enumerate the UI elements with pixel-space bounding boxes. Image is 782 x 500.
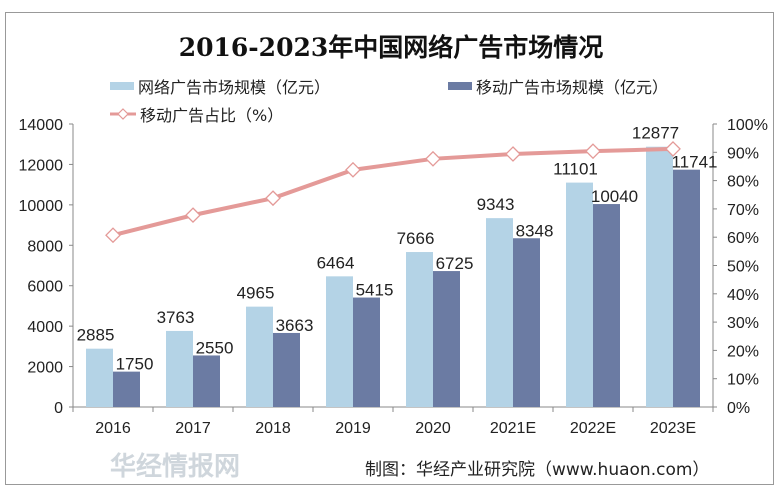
right-tick-label: 70%	[727, 202, 759, 219]
share-point-marker	[345, 161, 361, 178]
bar-online	[326, 276, 353, 407]
legend-label: 网络广告市场规模（亿元）	[138, 78, 331, 97]
left-tick-label: 0	[54, 400, 63, 417]
chart-footer: 制图：华经产业研究院（www.huaon.com）	[365, 460, 710, 480]
left-tick-label: 12000	[19, 157, 64, 174]
share-point-marker	[265, 190, 281, 207]
x-tick-label: 2018	[255, 420, 291, 437]
left-tick-label: 4000	[27, 319, 63, 336]
right-tick-label: 30%	[727, 315, 759, 332]
left-tick-label: 14000	[19, 117, 64, 134]
right-tick-label: 10%	[727, 372, 759, 389]
watermark: 华经情报网	[110, 452, 241, 482]
bar-data-label: 9343	[477, 195, 515, 214]
bar-online	[86, 348, 113, 407]
bar-online	[646, 146, 673, 408]
legend-line-marker-icon	[110, 108, 136, 120]
share-point-marker	[505, 146, 521, 162]
chart-frame	[5, 12, 774, 485]
bar-data-label: 7666	[397, 229, 435, 248]
bar-data-label: 12877	[632, 124, 679, 143]
legend-swatch	[448, 82, 472, 90]
x-tick-label: 2017	[175, 420, 211, 437]
left-tick-label: 8000	[27, 238, 63, 255]
legend-label: 移动广告占比（%）	[140, 106, 284, 125]
bar-data-label: 2550	[196, 338, 234, 357]
share-line	[112, 146, 674, 238]
right-tick-label: 20%	[727, 343, 759, 360]
bar-online	[566, 182, 593, 407]
legend-item-share: 移动广告占比（%）	[110, 102, 283, 126]
left-tick-label: 2000	[27, 360, 63, 377]
bar-online	[246, 306, 273, 407]
bar-data-label: 4965	[237, 284, 275, 303]
right-tick-label: 80%	[727, 174, 759, 191]
bar-data-label: 6464	[317, 253, 355, 272]
legend-item-mobile: 移动广告市场规模（亿元）	[448, 74, 668, 98]
bar-mobile	[433, 271, 460, 407]
bar-data-label: 6725	[436, 254, 474, 273]
right-tick-label: 90%	[727, 145, 759, 162]
bar-mobile	[193, 355, 220, 407]
x-tick-label: 2016	[95, 420, 131, 437]
x-tick-label: 2020	[415, 420, 451, 437]
bar-mobile	[673, 169, 700, 407]
bar-data-label: 8348	[516, 221, 554, 240]
bar-data-label: 3663	[276, 316, 314, 335]
chart-title: 2016-2023年中国网络广告市场情况	[178, 33, 604, 62]
bar-data-label: 3763	[157, 308, 195, 327]
bar-data-label: 1750	[116, 355, 154, 374]
bar-mobile	[273, 332, 300, 407]
bar-data-label: 11101	[553, 160, 598, 179]
legend-swatch	[110, 82, 134, 90]
left-tick-label: 10000	[19, 198, 64, 215]
bar-mobile	[513, 238, 540, 407]
right-tick-label: 40%	[727, 287, 759, 304]
bar-online	[166, 330, 193, 407]
bar-mobile	[593, 204, 620, 407]
bar-online	[406, 252, 433, 407]
legend-item-online: 网络广告市场规模（亿元）	[110, 74, 330, 98]
right-tick-label: 50%	[727, 259, 759, 276]
right-tick-label: 100%	[727, 117, 768, 134]
share-point-marker	[425, 150, 441, 167]
bar-online	[486, 218, 513, 407]
bar-data-label: 2885	[77, 326, 115, 345]
right-tick-label: 0%	[727, 400, 750, 417]
bar-data-label: 11741	[671, 153, 717, 172]
x-tick-label: 2022E	[570, 420, 616, 437]
bar-data-label: 10040	[591, 187, 638, 206]
right-tick-label: 60%	[727, 230, 759, 247]
bar-mobile	[113, 371, 140, 407]
x-tick-label: 2021E	[490, 420, 536, 437]
left-tick-label: 6000	[27, 279, 63, 296]
share-point-marker	[585, 143, 601, 160]
share-point-marker	[105, 227, 121, 244]
share-point-marker	[665, 140, 681, 157]
x-tick-label: 2019	[335, 420, 371, 437]
share-point-marker	[185, 207, 201, 224]
x-tick-label: 2023E	[650, 420, 696, 437]
legend-label: 移动广告市场规模（亿元）	[476, 78, 669, 97]
bar-data-label: 5415	[356, 281, 394, 300]
bar-mobile	[353, 297, 380, 407]
